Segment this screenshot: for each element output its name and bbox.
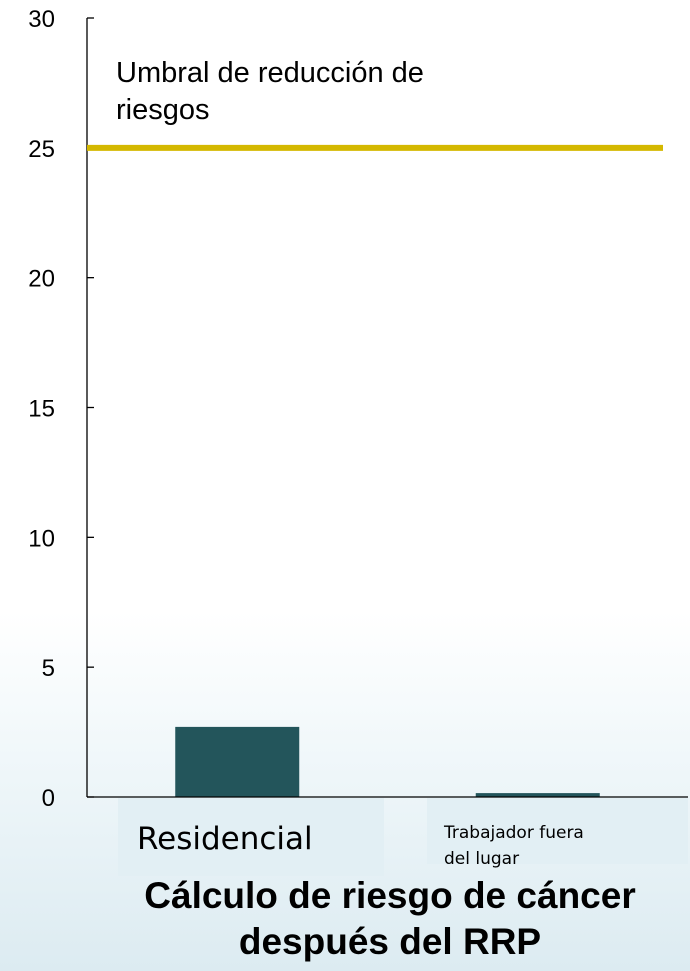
x-category-label: Trabajador fuera bbox=[443, 823, 584, 843]
chart-title-line-2: después del RRP bbox=[238, 921, 542, 962]
threshold: Umbral de reducción de riesgos bbox=[87, 57, 663, 151]
category-label-backgrounds bbox=[118, 798, 688, 876]
y-tick-label: 15 bbox=[28, 396, 55, 423]
x-axis-labels: Residencial Trabajador fuera del lugar bbox=[137, 821, 584, 869]
threshold-label: riesgos bbox=[116, 94, 210, 126]
category-label-box bbox=[427, 798, 688, 864]
y-tick-label: 0 bbox=[42, 785, 55, 812]
y-tick-label: 30 bbox=[28, 6, 55, 33]
y-axis: 0 5 10 15 20 25 30 bbox=[28, 6, 94, 812]
y-tick-label: 25 bbox=[28, 136, 55, 163]
chart-title: Cálculo de riesgo de cáncer después del … bbox=[80, 873, 690, 965]
x-category-label: del lugar bbox=[444, 849, 519, 869]
category-label-box bbox=[118, 798, 384, 876]
y-tick-label: 10 bbox=[28, 525, 55, 552]
x-category-label: Residencial bbox=[137, 821, 313, 857]
chart-title-line-1: Cálculo de riesgo de cáncer bbox=[144, 875, 636, 916]
bar bbox=[475, 793, 600, 797]
y-tick-label: 20 bbox=[28, 266, 55, 293]
bars bbox=[175, 726, 600, 797]
threshold-label: Umbral de reducción de bbox=[116, 57, 424, 89]
bar bbox=[175, 726, 300, 797]
y-tick-label: 5 bbox=[42, 655, 55, 682]
